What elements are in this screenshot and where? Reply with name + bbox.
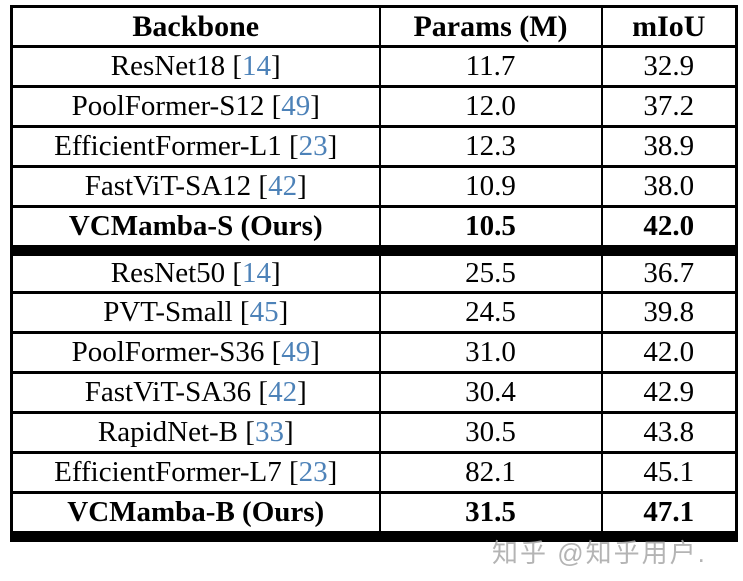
header-row: Backbone Params (M) mIoU (10, 5, 738, 48)
backbone-cell: RapidNet-B [33] (10, 410, 381, 454)
params-cell: 11.7 (378, 45, 603, 88)
params-cell: 31.0 (378, 330, 603, 374)
citation-link[interactable]: 42 (268, 375, 298, 408)
params-cell: 10.9 (378, 165, 603, 208)
table-header: Backbone Params (M) mIoU (10, 5, 738, 48)
backbone-cell: PVT-Small [45] (10, 290, 381, 334)
miou-cell: 47.1 (600, 490, 738, 534)
backbone-cell: VCMamba-B (Ours) (10, 490, 381, 534)
miou-cell: 37.2 (600, 85, 738, 128)
table-row: PoolFormer-S36 [49] 31.0 42.0 (10, 330, 738, 374)
citation-link[interactable]: 14 (242, 256, 272, 289)
miou-cell: 36.7 (600, 250, 738, 294)
params-cell: 82.1 (378, 450, 603, 494)
citation-link[interactable]: 14 (242, 50, 272, 82)
group-divider (10, 245, 738, 256)
miou-cell: 43.8 (600, 410, 738, 454)
params-cell: 12.3 (378, 125, 603, 168)
backbone-cell: EfficientFormer-L1 [23] (10, 125, 381, 168)
column-header-params: Params (M) (378, 5, 603, 48)
table-row: EfficientFormer-L7 [23] 82.1 45.1 (10, 450, 738, 494)
miou-cell: 42.9 (600, 370, 738, 414)
miou-cell: 32.9 (600, 45, 738, 88)
citation-link[interactable]: 49 (281, 90, 311, 122)
backbone-cell: VCMamba-S (Ours) (10, 205, 381, 248)
table-row: ResNet50 [14] 25.5 36.7 (10, 250, 738, 294)
params-cell: 25.5 (378, 250, 603, 294)
group-divider-bar (10, 530, 738, 542)
miou-cell: 42.0 (600, 205, 738, 248)
miou-cell: 39.8 (600, 290, 738, 334)
backbone-cell: PoolFormer-S12 [49] (10, 85, 381, 128)
table-row: PoolFormer-S12 [49] 12.0 37.2 (10, 85, 738, 128)
table-row: VCMamba-B (Ours) 31.5 47.1 (10, 490, 738, 534)
backbone-cell: EfficientFormer-L7 [23] (10, 450, 381, 494)
table-row: EfficientFormer-L1 [23] 12.3 38.9 (10, 125, 738, 168)
table-row: ResNet18 [14] 11.7 32.9 (10, 45, 738, 88)
miou-cell: 38.0 (600, 165, 738, 208)
backbone-cell: ResNet50 [14] (10, 250, 381, 294)
citation-link[interactable]: 23 (298, 130, 328, 162)
table-row: RapidNet-B [33] 30.5 43.8 (10, 410, 738, 454)
backbone-cell: FastViT-SA12 [42] (10, 165, 381, 208)
column-header-backbone: Backbone (10, 5, 381, 48)
params-cell: 31.5 (378, 490, 603, 534)
table-row: VCMamba-S (Ours) 10.5 42.0 (10, 205, 738, 248)
citation-link[interactable]: 49 (281, 335, 311, 368)
table-row: FastViT-SA36 [42] 30.4 42.9 (10, 370, 738, 414)
citation-link[interactable]: 45 (249, 295, 279, 328)
params-cell: 10.5 (378, 205, 603, 248)
params-cell: 30.5 (378, 410, 603, 454)
table-row: PVT-Small [45] 24.5 39.8 (10, 290, 738, 334)
params-cell: 12.0 (378, 85, 603, 128)
miou-cell: 42.0 (600, 330, 738, 374)
group-divider (10, 530, 738, 542)
results-table: Backbone Params (M) mIoU ResNet18 [14] 11… (10, 5, 738, 542)
table-row: FastViT-SA12 [42] 10.9 38.0 (10, 165, 738, 208)
miou-cell: 45.1 (600, 450, 738, 494)
backbone-cell: PoolFormer-S36 [49] (10, 330, 381, 374)
citation-link[interactable]: 33 (254, 415, 284, 448)
backbone-cell: FastViT-SA36 [42] (10, 370, 381, 414)
backbone-cell: ResNet18 [14] (10, 45, 381, 88)
citation-link[interactable]: 23 (298, 455, 328, 488)
miou-cell: 38.9 (600, 125, 738, 168)
column-header-miou: mIoU (600, 5, 738, 48)
params-cell: 30.4 (378, 370, 603, 414)
citation-link[interactable]: 42 (268, 170, 298, 202)
params-cell: 24.5 (378, 290, 603, 334)
results-table-body: ResNet18 [14] 11.7 32.9 PoolFormer-S12 [49]… (10, 45, 738, 542)
group-divider-bar (10, 245, 738, 256)
